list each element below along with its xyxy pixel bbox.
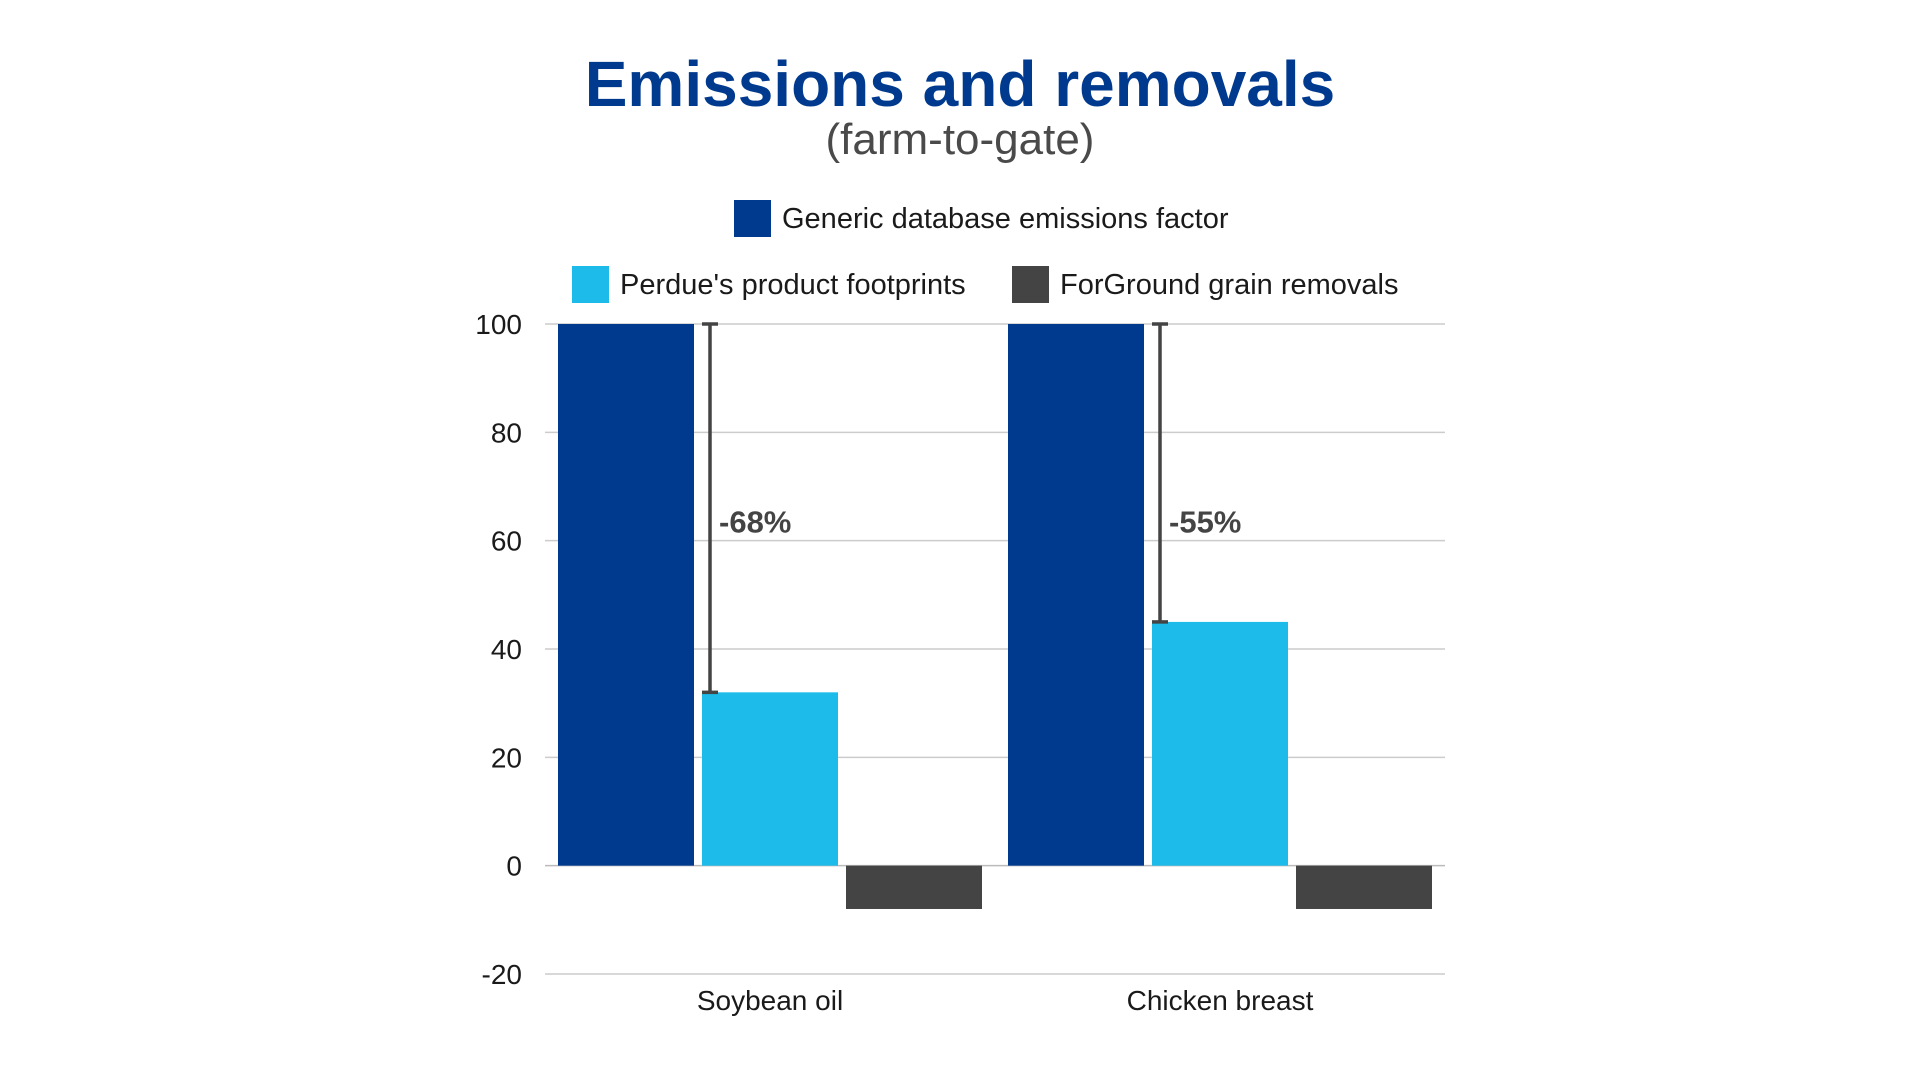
y-tick-label: -20 <box>482 959 522 990</box>
x-category-label: Soybean oil <box>697 985 843 1016</box>
legend-swatch <box>572 266 609 303</box>
bar <box>702 692 838 866</box>
legend-label: ForGround grain removals <box>1060 269 1398 301</box>
y-tick-label: 100 <box>475 309 522 340</box>
bar <box>1152 621 1288 866</box>
y-tick-label: 40 <box>491 634 522 665</box>
annotation-label: -55% <box>1169 505 1241 540</box>
legend: Generic database emissions factor Perdue'… <box>572 200 1398 303</box>
annotation-label: -68% <box>719 505 791 540</box>
legend-label: Generic database emissions factor <box>782 203 1229 235</box>
x-axis: Soybean oil Chicken breast <box>697 985 1314 1016</box>
bar <box>846 865 982 909</box>
y-tick-label: 80 <box>491 417 522 448</box>
legend-swatch <box>734 200 771 237</box>
legend-label: Perdue's product footprints <box>620 269 966 301</box>
y-tick-label: 0 <box>506 851 522 882</box>
y-tick-label: 20 <box>491 742 522 773</box>
y-tick-label: 60 <box>491 526 522 557</box>
chart-subtitle: (farm-to-gate) <box>825 115 1095 164</box>
bar <box>1008 324 1144 866</box>
bar <box>558 324 694 866</box>
legend-swatch <box>1012 266 1049 303</box>
y-axis: 100 80 60 40 20 0 -20 <box>475 309 522 990</box>
gridlines <box>545 323 1445 975</box>
bar <box>1296 865 1432 909</box>
x-category-label: Chicken breast <box>1127 985 1314 1016</box>
chart-title: Emissions and removals <box>584 48 1336 120</box>
bars <box>558 324 1432 909</box>
annotations: -68% -55% <box>702 322 1241 695</box>
